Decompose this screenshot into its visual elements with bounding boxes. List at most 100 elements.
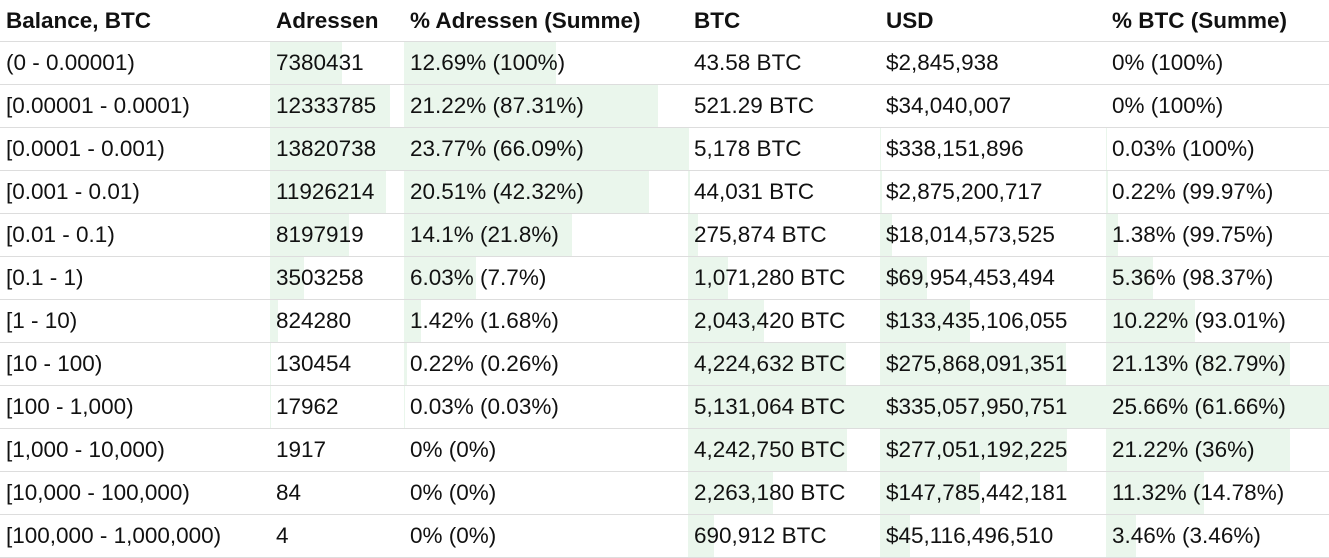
usd-value: $147,785,442,181 xyxy=(886,480,1067,505)
usd-value-cell: $147,785,442,181 xyxy=(880,472,1106,515)
btc-percent: 25.66% (61.66%) xyxy=(1112,394,1286,419)
address-count: 8197919 xyxy=(276,222,364,247)
address-count: 4 xyxy=(276,523,289,548)
btc-percent: 1.38% (99.75%) xyxy=(1112,222,1273,247)
balance-range: [100,000 - 1,000,000) xyxy=(6,523,221,548)
btc-amount: 690,912 BTC xyxy=(694,523,827,548)
btc-amount-cell: 2,263,180 BTC xyxy=(688,472,880,515)
address-percent-cell: 20.51% (42.32%) xyxy=(404,171,688,214)
address-count: 11926214 xyxy=(276,179,374,204)
balance-range-cell: [0.0001 - 0.001) xyxy=(0,128,270,171)
btc-percent: 21.22% (36%) xyxy=(1112,437,1255,462)
address-count: 1917 xyxy=(276,437,326,462)
address-percent-cell: 0% (0%) xyxy=(404,515,688,558)
btc-amount: 1,071,280 BTC xyxy=(694,265,845,290)
address-percent: 0.22% (0.26%) xyxy=(410,351,559,376)
usd-value-cell: $2,845,938 xyxy=(880,42,1106,85)
balance-range-cell: [100,000 - 1,000,000) xyxy=(0,515,270,558)
btc-amount: 4,242,750 BTC xyxy=(694,437,845,462)
address-count-bar xyxy=(270,343,271,385)
header-balance[interactable]: Balance, BTC xyxy=(0,0,270,42)
balance-range: [1,000 - 10,000) xyxy=(6,437,165,462)
btc-percent-cell: 1.38% (99.75%) xyxy=(1106,214,1329,257)
btc-percent: 0.22% (99.97%) xyxy=(1112,179,1273,204)
btc-amount: 43.58 BTC xyxy=(694,50,802,75)
address-count-cell: 8197919 xyxy=(270,214,404,257)
balance-range-cell: [1,000 - 10,000) xyxy=(0,429,270,472)
header-addr-pct[interactable]: % Adressen (Summe) xyxy=(404,0,688,42)
btc-amount-cell: 275,874 BTC xyxy=(688,214,880,257)
btc-percent-cell: 21.22% (36%) xyxy=(1106,429,1329,472)
usd-value: $45,116,496,510 xyxy=(886,523,1053,548)
balance-range-cell: [100 - 1,000) xyxy=(0,386,270,429)
btc-percent: 0% (100%) xyxy=(1112,50,1223,75)
balance-range: [1 - 10) xyxy=(6,308,77,333)
btc-amount-cell: 1,071,280 BTC xyxy=(688,257,880,300)
balance-range: [10,000 - 100,000) xyxy=(6,480,190,505)
address-percent-cell: 14.1% (21.8%) xyxy=(404,214,688,257)
btc-amount-cell: 4,224,632 BTC xyxy=(688,343,880,386)
usd-value-cell: $34,040,007 xyxy=(880,85,1106,128)
balance-range: [100 - 1,000) xyxy=(6,394,134,419)
table-row: [100,000 - 1,000,000) 4 0% (0%) 690,912 BTC… xyxy=(0,515,1329,558)
header-btc[interactable]: BTC xyxy=(688,0,880,42)
usd-value: $2,845,938 xyxy=(886,50,999,75)
address-count-cell: 11926214 xyxy=(270,171,404,214)
balance-range: [0.0001 - 0.001) xyxy=(6,136,165,161)
address-count: 824280 xyxy=(276,308,351,333)
btc-percent: 10.22% (93.01%) xyxy=(1112,308,1286,333)
btc-amount: 44,031 BTC xyxy=(694,179,814,204)
balance-range: [0.00001 - 0.0001) xyxy=(6,93,190,118)
btc-amount: 275,874 BTC xyxy=(694,222,827,247)
address-count-cell: 1917 xyxy=(270,429,404,472)
btc-amount: 5,178 BTC xyxy=(694,136,802,161)
balance-range: [10 - 100) xyxy=(6,351,102,376)
usd-value-cell: $277,051,192,225 xyxy=(880,429,1106,472)
address-percent: 20.51% (42.32%) xyxy=(410,179,584,204)
address-percent: 23.77% (66.09%) xyxy=(410,136,584,161)
balance-range-cell: [1 - 10) xyxy=(0,300,270,343)
balance-range-cell: [10,000 - 100,000) xyxy=(0,472,270,515)
balance-range-cell: (0 - 0.00001) xyxy=(0,42,270,85)
usd-value-cell: $45,116,496,510 xyxy=(880,515,1106,558)
balance-range-cell: [10 - 100) xyxy=(0,343,270,386)
address-percent: 6.03% (7.7%) xyxy=(410,265,546,290)
btc-amount: 521.29 BTC xyxy=(694,93,814,118)
balance-range-cell: [0.01 - 0.1) xyxy=(0,214,270,257)
btc-amount: 2,263,180 BTC xyxy=(694,480,845,505)
btc-amount-cell: 5,131,064 BTC xyxy=(688,386,880,429)
usd-value: $2,875,200,717 xyxy=(886,179,1042,204)
address-count-cell: 130454 xyxy=(270,343,404,386)
balance-range-cell: [0.001 - 0.01) xyxy=(0,171,270,214)
btc-percent-cell: 10.22% (93.01%) xyxy=(1106,300,1329,343)
balance-range: [0.01 - 0.1) xyxy=(6,222,115,247)
address-count: 13820738 xyxy=(276,136,376,161)
btc-amount: 4,224,632 BTC xyxy=(694,351,845,376)
usd-value: $34,040,007 xyxy=(886,93,1011,118)
btc-percent-cell: 0% (100%) xyxy=(1106,42,1329,85)
header-btc-pct[interactable]: % BTC (Summe) xyxy=(1106,0,1329,42)
btc-percent: 21.13% (82.79%) xyxy=(1112,351,1286,376)
address-count-cell: 4 xyxy=(270,515,404,558)
address-count-cell: 84 xyxy=(270,472,404,515)
btc-percent-cell: 5.36% (98.37%) xyxy=(1106,257,1329,300)
btc-amount: 2,043,420 BTC xyxy=(694,308,845,333)
btc-amount-cell: 521.29 BTC xyxy=(688,85,880,128)
address-percent: 0% (0%) xyxy=(410,523,496,548)
usd-value-cell: $69,954,453,494 xyxy=(880,257,1106,300)
usd-value-cell: $133,435,106,055 xyxy=(880,300,1106,343)
btc-percent-cell: 21.13% (82.79%) xyxy=(1106,343,1329,386)
address-percent-cell: 0.03% (0.03%) xyxy=(404,386,688,429)
address-count: 3503258 xyxy=(276,265,364,290)
address-percent-cell: 21.22% (87.31%) xyxy=(404,85,688,128)
header-addresses[interactable]: Adressen xyxy=(270,0,404,42)
btc-amount-cell: 4,242,750 BTC xyxy=(688,429,880,472)
usd-value-cell: $2,875,200,717 xyxy=(880,171,1106,214)
table-row: [0.01 - 0.1) 8197919 14.1% (21.8%)275,874 … xyxy=(0,214,1329,257)
btc-amount-cell: 2,043,420 BTC xyxy=(688,300,880,343)
header-usd[interactable]: USD xyxy=(880,0,1106,42)
